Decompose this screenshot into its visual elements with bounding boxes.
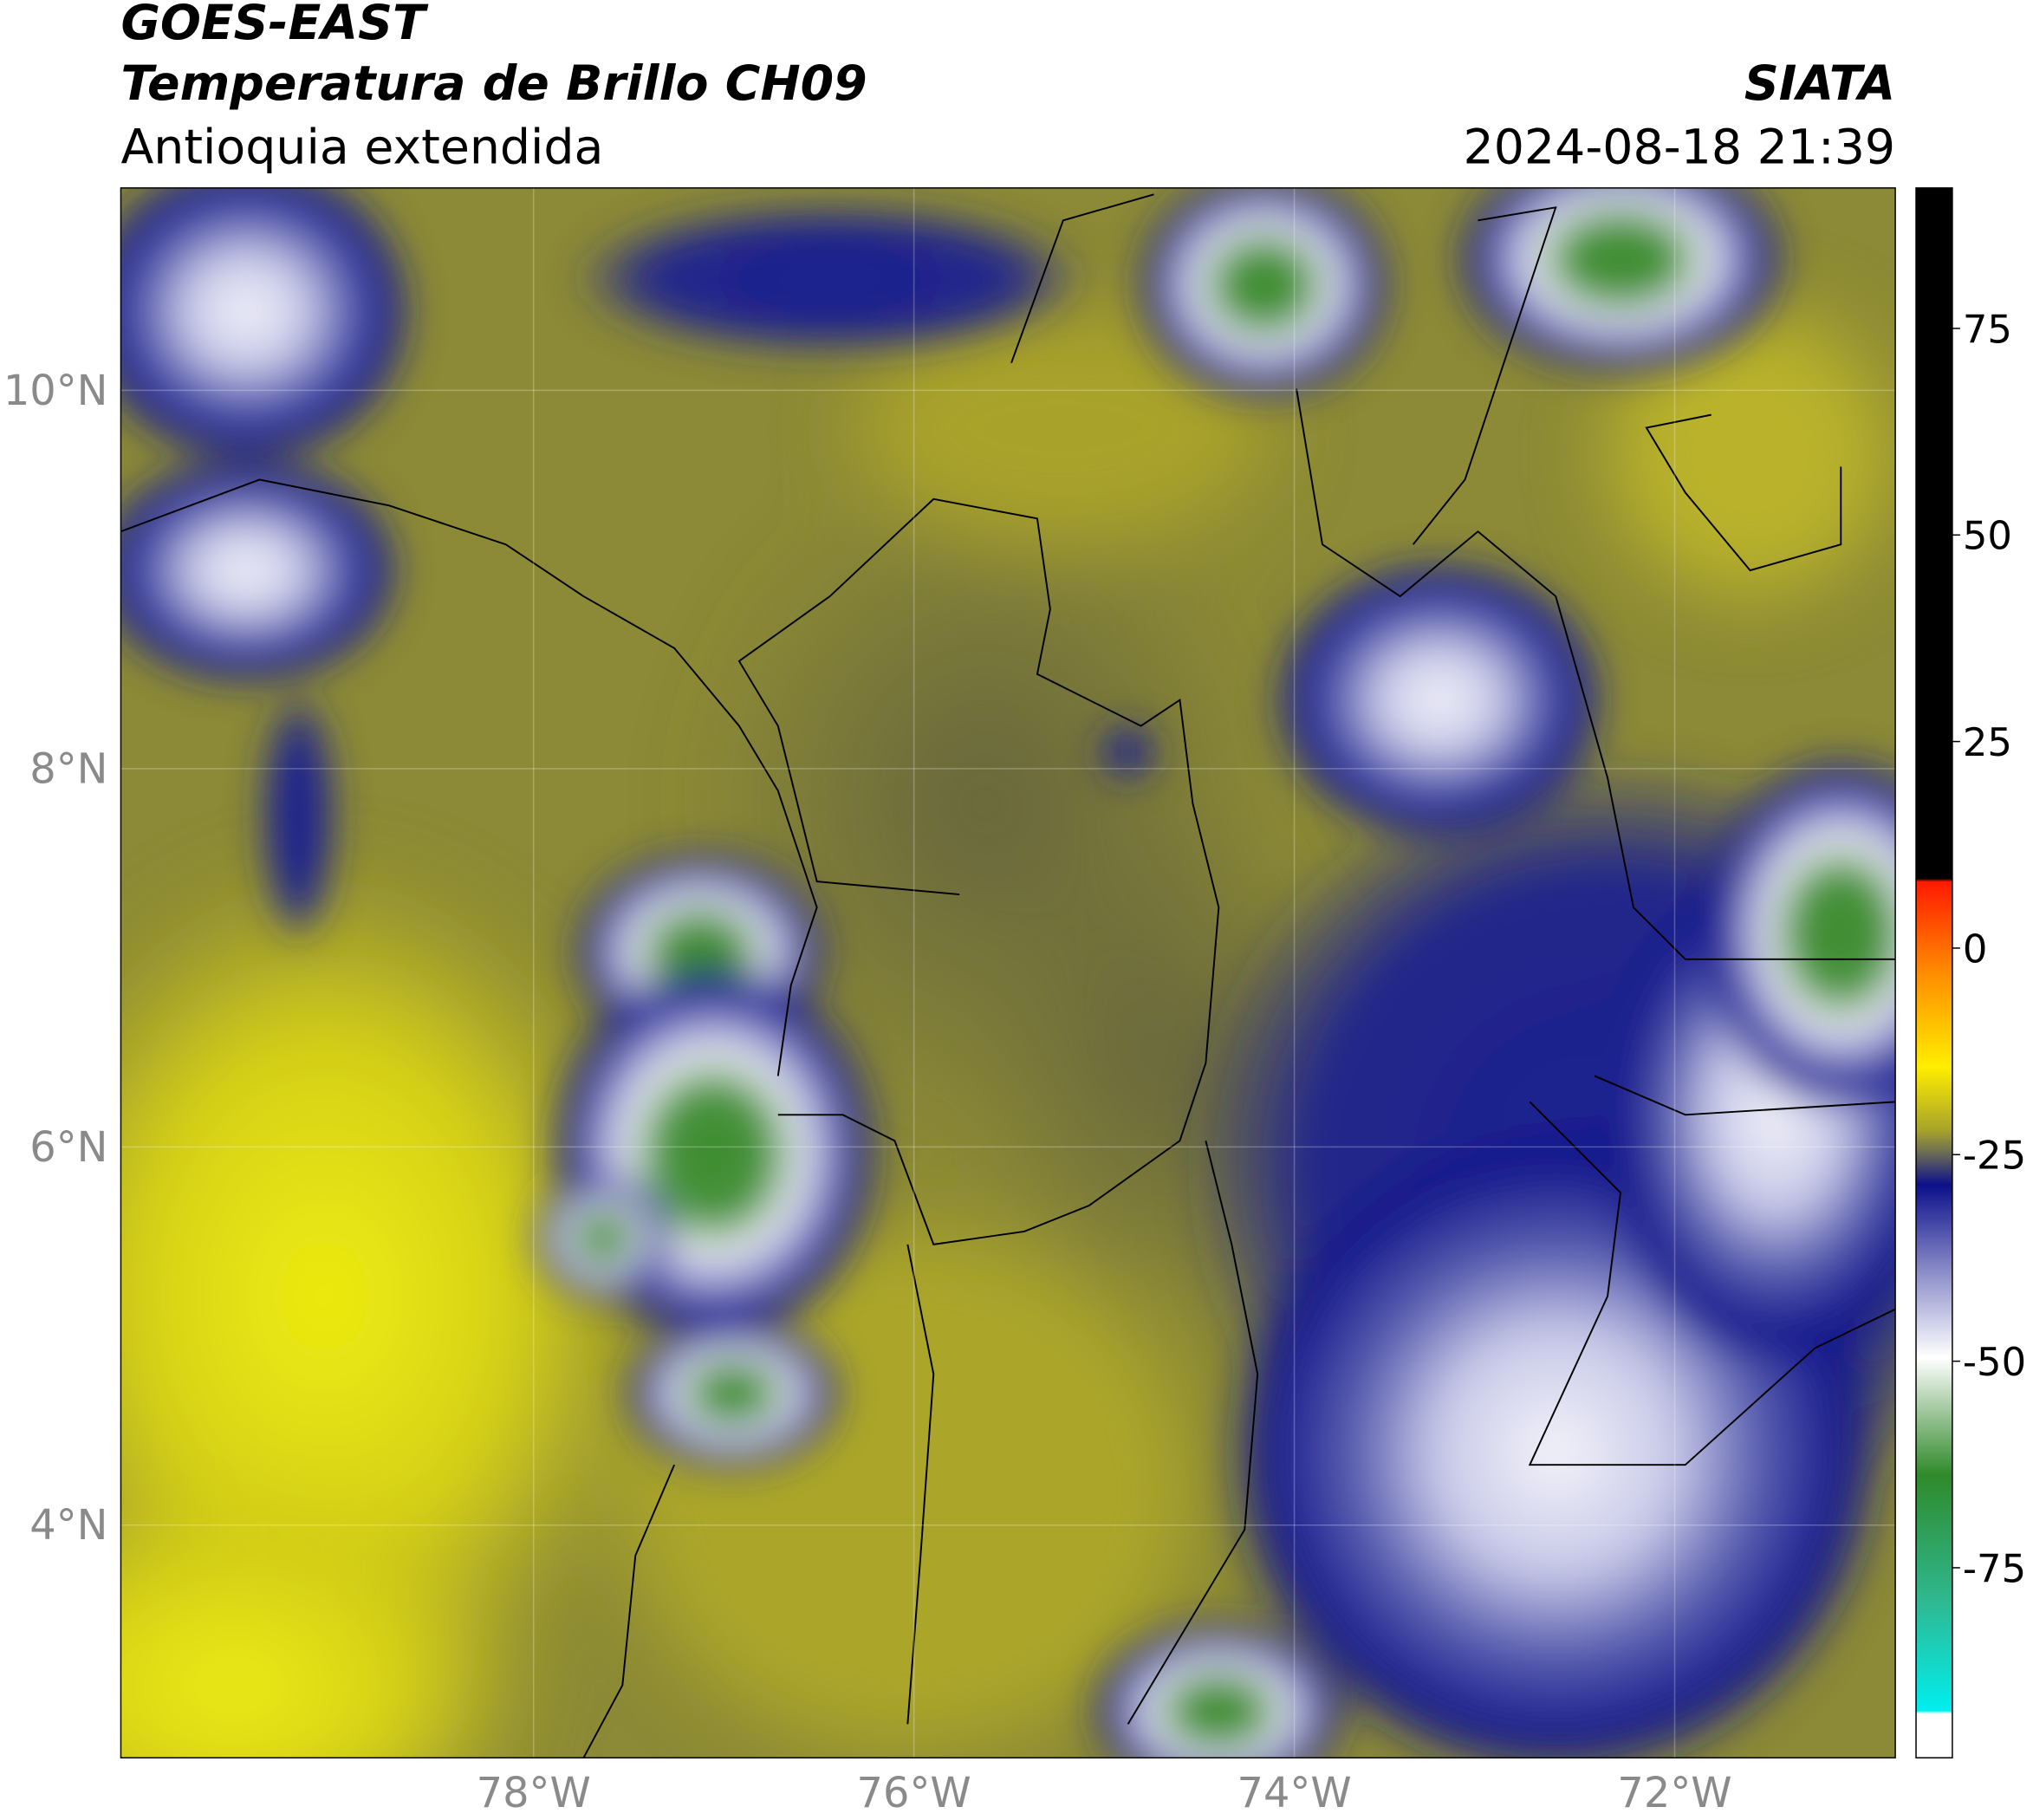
colorbar-tick-label: 0 [1963, 926, 1988, 972]
borders [120, 193, 1896, 1758]
map-frame [120, 187, 1896, 1758]
colorbar-tick-label: 75 [1963, 306, 2012, 352]
y-tick-label: 10°N [3, 367, 108, 415]
x-tick-label: 78°W [477, 1770, 591, 1817]
y-tick-label: 8°N [29, 745, 107, 793]
source: SIATA [1744, 56, 1895, 112]
datetime: 2024-08-18 21:39 [1464, 120, 1896, 175]
graticule [120, 187, 1896, 1758]
satellite-image [120, 187, 1896, 1758]
colorbar-tick-label: -25 [1963, 1133, 2026, 1179]
region: Antioquia extendida [120, 120, 603, 175]
colorbar-tick-label: -50 [1963, 1339, 2026, 1385]
x-tick-label: 76°W [857, 1770, 971, 1817]
subtitle: Temperatura de Brillo CH09 [120, 56, 867, 112]
colorbar-tick-label: -75 [1963, 1545, 2026, 1591]
colorbar [1915, 187, 1953, 1758]
colorbar-tick-label: 50 [1963, 513, 2012, 559]
y-tick-label: 6°N [29, 1124, 107, 1172]
title: GOES-EAST [120, 0, 429, 51]
x-tick-label: 72°W [1617, 1770, 1731, 1817]
header: GOES-EAST Temperatura de Brillo CH09 Ant… [120, 0, 1895, 175]
colorbar-tick-label: 25 [1963, 719, 2012, 765]
x-tick-label: 74°W [1237, 1770, 1352, 1817]
y-tick-label: 4°N [29, 1502, 107, 1550]
